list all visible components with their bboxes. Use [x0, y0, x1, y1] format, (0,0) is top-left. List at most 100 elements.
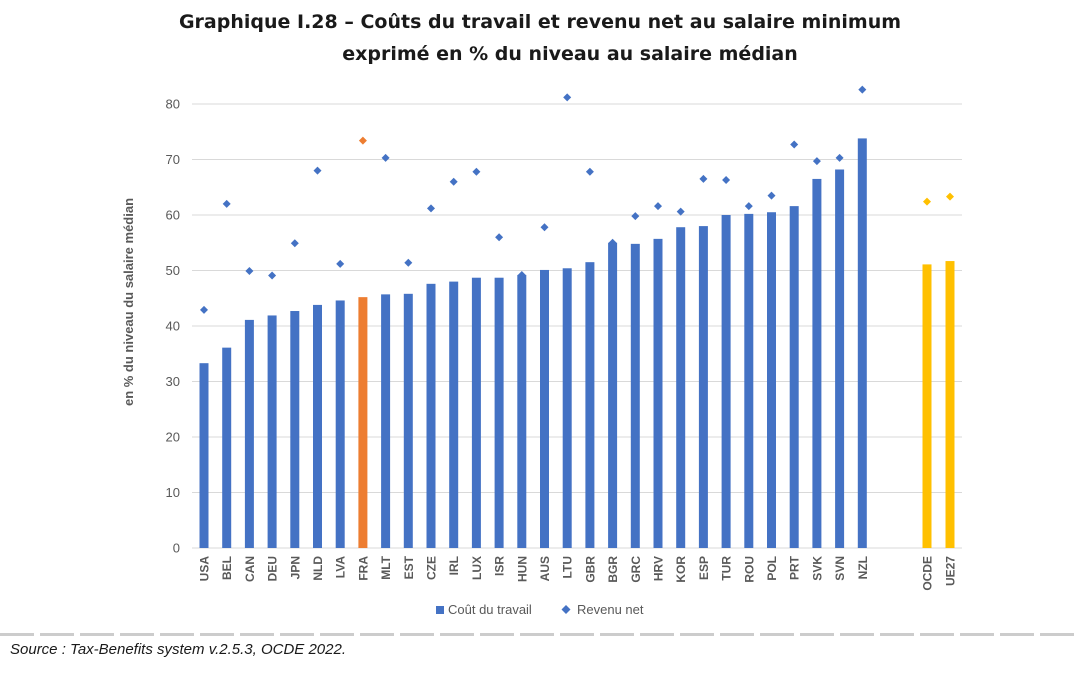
y-tick-label: 70: [166, 152, 180, 167]
x-tick-label-ue27: UE27: [944, 556, 958, 586]
bar-cze: [426, 283, 436, 548]
source-note: Source : Tax-Benefits system v.2.5.3, OC…: [10, 641, 346, 658]
marker-bel: [222, 199, 231, 208]
bar-tur: [721, 215, 731, 548]
bar-bel: [222, 347, 232, 548]
x-tick-label-jpn: JPN: [288, 556, 302, 579]
gridlines: [192, 103, 962, 549]
bar-mlt: [381, 294, 391, 548]
marker-hun: [517, 270, 526, 279]
bar-bgr: [608, 242, 618, 548]
bar-rou: [744, 213, 754, 548]
x-tick-label-bgr: BGR: [606, 556, 620, 583]
y-tick-label: 60: [166, 208, 180, 223]
x-tick-label-aus: AUS: [538, 556, 552, 581]
x-tick-label-irl: IRL: [447, 556, 461, 575]
bar-esp: [698, 226, 708, 548]
marker-ocde: [923, 197, 931, 206]
marker-svk: [812, 157, 821, 166]
bar-aus: [540, 269, 549, 548]
x-tick-label-bel: BEL: [220, 556, 234, 580]
marker-prt: [790, 140, 799, 149]
bar-grc: [630, 243, 640, 549]
marker-tur: [722, 176, 731, 185]
marker-ltu: [563, 93, 572, 102]
x-tick-label-lva: LVA: [334, 556, 348, 579]
bar-ocde: [922, 264, 932, 548]
marker-grc: [631, 212, 640, 221]
marker-mlt: [381, 153, 390, 162]
x-tick-label-lux: LUX: [470, 556, 484, 580]
bar-can: [244, 319, 254, 548]
x-tick-label-cze: CZE: [425, 556, 439, 580]
x-tick-label-fra: FRA: [356, 556, 370, 581]
marker-lva: [336, 259, 345, 268]
marker-deu: [268, 271, 277, 280]
y-tick-label: 40: [166, 319, 180, 334]
bar-fra: [358, 297, 368, 548]
marker-lux: [472, 167, 481, 176]
x-tick-label-rou: ROU: [742, 556, 756, 583]
x-tick-label-gbr: GBR: [583, 556, 597, 583]
marker-aus: [540, 223, 549, 232]
marker-irl: [449, 177, 458, 186]
marker-can: [245, 267, 254, 276]
y-tick-label: 0: [173, 541, 180, 556]
marker-rou: [744, 202, 753, 211]
y-axis-ticks: 0 10 20 30 40 50 60 70 80: [166, 97, 180, 556]
x-tick-label-svk: SVK: [810, 556, 824, 581]
marker-kor: [676, 207, 685, 216]
x-tick-label-can: CAN: [243, 556, 257, 582]
y-tick-label: 50: [166, 263, 180, 278]
markers: [200, 85, 954, 314]
x-tick-label-nzl: NZL: [856, 556, 870, 579]
x-tick-label-tur: TUR: [720, 556, 734, 581]
x-tick-label-kor: KOR: [674, 556, 688, 583]
bar-svk: [812, 178, 822, 549]
bar-nld: [313, 304, 322, 548]
x-tick-label-usa: USA: [198, 556, 212, 582]
bar-usa: [199, 363, 209, 548]
bar-gbr: [585, 262, 595, 548]
bar-pol: [767, 212, 776, 548]
marker-jpn: [290, 239, 299, 248]
bars: [199, 138, 955, 549]
bar-ue27: [945, 261, 955, 548]
x-tick-label-ltu: LTU: [561, 556, 575, 578]
x-tick-label-est: EST: [402, 555, 416, 579]
marker-fra: [358, 136, 367, 145]
x-tick-label-pol: POL: [765, 556, 779, 581]
bar-svn: [835, 169, 845, 549]
marker-nld: [313, 166, 322, 175]
legend-label-revenu-net: Revenu net: [577, 602, 644, 617]
legend-swatch-marker: [561, 605, 571, 614]
marker-usa: [200, 305, 208, 314]
chart-title-line2: exprimé en % du niveau au salaire médian: [342, 43, 798, 65]
y-axis-label: en % du niveau du salaire médian: [121, 198, 136, 406]
marker-isr: [495, 233, 504, 242]
x-tick-label-hrv: HRV: [652, 556, 666, 581]
marker-nzl: [858, 85, 867, 94]
bar-isr: [494, 277, 504, 548]
legend-label-cout-du-travail: Coût du travail: [448, 602, 532, 617]
y-tick-label: 80: [166, 97, 180, 112]
x-tick-label-hun: HUN: [515, 556, 529, 582]
chart-title-line1: Graphique I.28 – Coûts du travail et rev…: [178, 11, 902, 33]
bar-lva: [335, 300, 345, 548]
marker-pol: [767, 191, 776, 200]
bar-ltu: [562, 268, 572, 548]
x-tick-label-prt: PRT: [788, 555, 802, 580]
bar-chart: 0 10 20 30 40 50 60 70 80 en % du niveau du sala…: [121, 85, 962, 617]
x-tick-label-deu: DEU: [266, 556, 280, 581]
marker-esp: [699, 174, 708, 183]
y-tick-label: 30: [166, 374, 180, 389]
bar-deu: [267, 315, 277, 548]
x-tick-label-grc: GRC: [629, 556, 643, 583]
marker-est: [404, 258, 413, 267]
bar-lux: [471, 277, 481, 548]
x-axis-ticks: USA BEL CAN DEU JPN NLD LVA FRA MLT EST CZE IRL LUX I…: [198, 555, 958, 590]
bar-nzl: [857, 138, 867, 548]
marker-cze: [427, 204, 435, 213]
marker-hrv: [654, 202, 662, 211]
y-tick-label: 10: [166, 485, 180, 500]
